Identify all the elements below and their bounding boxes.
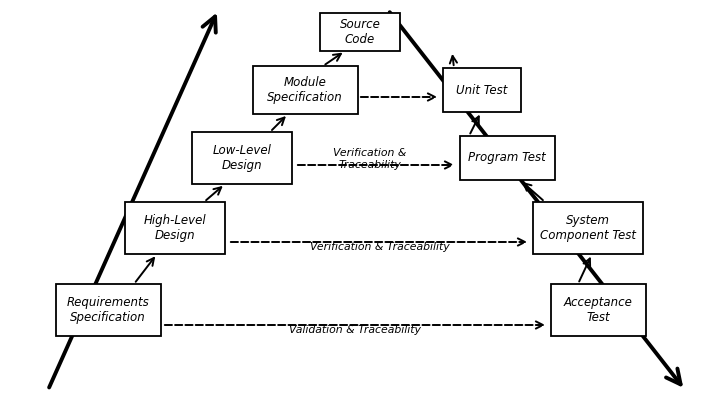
FancyBboxPatch shape: [192, 132, 292, 184]
FancyBboxPatch shape: [443, 68, 521, 112]
Text: Program Test: Program Test: [468, 152, 546, 164]
Text: Validation & Traceability: Validation & Traceability: [289, 325, 421, 335]
FancyBboxPatch shape: [125, 202, 225, 254]
Text: Module
Specification: Module Specification: [267, 76, 343, 104]
Text: Verification &
Traceability: Verification & Traceability: [333, 148, 406, 170]
Text: Acceptance
Test: Acceptance Test: [563, 296, 632, 324]
FancyBboxPatch shape: [252, 66, 357, 114]
FancyBboxPatch shape: [459, 136, 555, 180]
Text: Unit Test: Unit Test: [456, 83, 508, 97]
FancyBboxPatch shape: [533, 202, 643, 254]
FancyBboxPatch shape: [56, 284, 160, 336]
Text: High-Level
Design: High-Level Design: [144, 214, 206, 242]
Text: Source
Code: Source Code: [339, 18, 381, 46]
Text: System
Component Test: System Component Test: [540, 214, 636, 242]
Text: Requirements
Specification: Requirements Specification: [66, 296, 150, 324]
FancyBboxPatch shape: [320, 13, 400, 51]
Text: Low-Level
Design: Low-Level Design: [212, 144, 272, 172]
Text: Verification & Traceability: Verification & Traceability: [310, 242, 450, 252]
FancyBboxPatch shape: [550, 284, 645, 336]
